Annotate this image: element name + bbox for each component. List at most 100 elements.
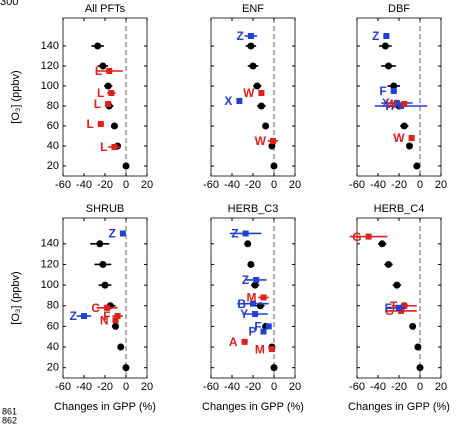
point-label: W xyxy=(243,86,255,100)
point-label: L xyxy=(94,97,101,111)
plot-frame xyxy=(62,217,148,379)
data-point xyxy=(416,364,424,372)
x-tick-label: -20 xyxy=(97,179,113,191)
data-point xyxy=(249,62,257,70)
data-point xyxy=(408,135,415,141)
data-point xyxy=(385,62,392,70)
point-label: F xyxy=(379,84,386,98)
data-point xyxy=(260,294,267,301)
data-point xyxy=(265,323,272,330)
x-tick-label: -40 xyxy=(370,179,386,191)
data-point xyxy=(400,122,408,130)
point-label: A xyxy=(229,335,238,349)
data-point xyxy=(97,121,104,127)
data-point xyxy=(119,230,126,237)
data-point xyxy=(253,82,261,90)
x-tick-label: -60 xyxy=(203,179,219,191)
data-point xyxy=(393,281,401,289)
data-point xyxy=(253,276,260,283)
data-point xyxy=(398,103,405,109)
x-tick-label: -40 xyxy=(224,179,240,191)
point-label: M xyxy=(255,342,265,356)
data-point xyxy=(396,304,402,311)
x-tick-label: -60 xyxy=(55,179,71,191)
x-tick-label: 0 xyxy=(417,381,423,393)
x-tick-label: 20 xyxy=(141,179,153,191)
y-tick-label: 80 xyxy=(47,100,59,112)
data-point xyxy=(385,260,392,268)
data-point xyxy=(112,317,119,324)
x-tick-label: 0 xyxy=(271,381,277,393)
point-label: M xyxy=(247,291,257,305)
x-axis-label: Changes in GPP (%) xyxy=(202,401,304,413)
data-point xyxy=(414,343,422,351)
y-tick-label: 60 xyxy=(47,120,59,132)
y-tick-label: 60 xyxy=(47,320,59,332)
point-label: F xyxy=(103,309,110,323)
line-number: 862 xyxy=(2,415,17,424)
data-point xyxy=(99,62,107,70)
point-label: X xyxy=(224,94,232,108)
data-point xyxy=(250,300,256,307)
x-tick-label: -40 xyxy=(76,381,92,393)
data-point xyxy=(104,304,111,311)
point-label: W xyxy=(386,97,398,111)
data-point xyxy=(270,364,278,372)
point-label: G xyxy=(352,230,361,244)
data-point xyxy=(251,281,259,289)
point-label: G xyxy=(385,304,394,318)
x-tick-label: -60 xyxy=(349,179,365,191)
data-point xyxy=(247,33,254,39)
data-point xyxy=(401,302,408,309)
line-number: 861 xyxy=(2,406,17,416)
data-point xyxy=(381,42,389,50)
y-tick-label: 100 xyxy=(41,80,59,92)
data-point xyxy=(94,42,102,50)
data-point xyxy=(383,33,390,39)
plot-frame xyxy=(356,217,442,379)
data-point xyxy=(242,230,249,237)
data-point xyxy=(409,322,417,330)
data-point xyxy=(406,142,413,150)
point-label: X xyxy=(382,96,390,110)
y-tick-label: 120 xyxy=(41,60,59,72)
point-label: Z xyxy=(231,227,238,241)
x-tick-label: 20 xyxy=(289,381,301,393)
data-point xyxy=(105,101,112,107)
data-point xyxy=(247,42,255,50)
x-tick-label: -40 xyxy=(76,179,92,191)
x-tick-label: -20 xyxy=(245,179,261,191)
data-point xyxy=(104,82,112,90)
point-label: C xyxy=(91,301,100,315)
x-tick-label: 20 xyxy=(141,381,153,393)
point-label: L xyxy=(100,140,107,154)
y-tick-label: 20 xyxy=(47,362,59,374)
panel-title: ENF xyxy=(242,3,264,15)
point-label: Z xyxy=(70,309,77,323)
point-label: F xyxy=(254,320,261,334)
data-point xyxy=(108,90,115,96)
point-label: B xyxy=(237,297,246,311)
point-label: Z xyxy=(242,273,249,287)
point-label: L xyxy=(97,86,104,100)
y-tick-label: 140 xyxy=(41,40,59,52)
data-point xyxy=(81,313,87,320)
data-point xyxy=(398,307,405,314)
data-point xyxy=(247,260,255,268)
point-label: L xyxy=(86,117,93,131)
plot-frame xyxy=(356,17,442,177)
data-point xyxy=(244,240,252,248)
data-point xyxy=(257,102,265,110)
data-point xyxy=(96,240,104,248)
x-tick-label: 0 xyxy=(123,381,129,393)
data-point xyxy=(365,233,372,240)
data-point xyxy=(117,343,125,351)
point-label: Z xyxy=(237,29,244,43)
panel-title: DBF xyxy=(388,3,410,15)
point-label: Y xyxy=(240,307,248,321)
data-point xyxy=(390,82,398,90)
point-label: P xyxy=(248,325,256,339)
data-point xyxy=(112,322,119,330)
point-label: H xyxy=(385,99,394,113)
point-label: Z xyxy=(372,29,379,43)
